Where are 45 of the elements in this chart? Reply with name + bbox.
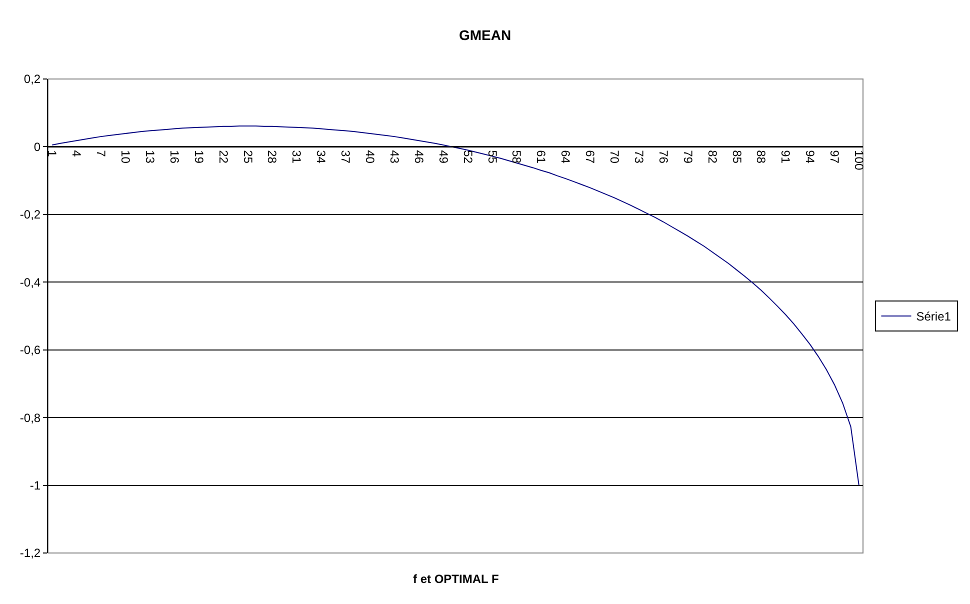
x-tick-label: 61 — [534, 150, 548, 164]
x-tick-label: 4 — [70, 150, 84, 158]
y-tick-label: -1,2 — [20, 546, 41, 560]
x-tick-label: 58 — [510, 150, 524, 164]
y-tick-label: -0,6 — [20, 343, 41, 358]
y-tick-label: -0,4 — [20, 275, 41, 290]
y-tick-label: 0 — [34, 140, 41, 154]
x-tick-label: 31 — [290, 150, 304, 164]
x-tick-label: 82 — [705, 150, 720, 164]
x-tick-label: 13 — [142, 150, 157, 164]
x-tick-label: 52 — [460, 150, 475, 164]
x-tick-label: 88 — [754, 150, 768, 164]
chart-title: GMEAN — [458, 27, 512, 43]
x-tick-label: 37 — [338, 150, 353, 164]
x-tick-label: 10 — [118, 150, 133, 164]
x-tick-label: 55 — [485, 150, 500, 164]
x-tick-label: 67 — [583, 150, 598, 164]
x-tick-label: 16 — [167, 150, 182, 164]
x-tick-label: 1 — [45, 150, 60, 158]
x-tick-label: 25 — [240, 150, 255, 164]
x-tick-label: 100 — [852, 150, 866, 170]
y-tick-label: -0,8 — [20, 410, 41, 425]
y-tick-label: -0,2 — [20, 208, 41, 222]
x-tick-label: 49 — [436, 150, 450, 164]
y-tick-label: 0,2 — [24, 72, 41, 86]
x-tick-label: 22 — [216, 150, 230, 164]
x-tick-label: 85 — [730, 150, 744, 164]
x-tick-label: 7 — [94, 150, 108, 158]
x-tick-label: 97 — [828, 150, 842, 164]
x-axis-title: f et OPTIMAL F — [413, 572, 499, 586]
x-tick-label: 73 — [632, 150, 646, 164]
x-tick-label: 19 — [192, 150, 206, 164]
legend-label: Série1 — [916, 310, 952, 324]
x-tick-label: 46 — [412, 150, 426, 164]
x-tick-label: 28 — [265, 150, 280, 164]
x-tick-label: 79 — [680, 150, 695, 164]
x-tick-label: 34 — [314, 150, 328, 164]
x-tick-label: 40 — [363, 150, 378, 164]
y-tick-label: -1 — [30, 478, 41, 492]
x-tick-label: 91 — [778, 150, 793, 164]
x-tick-label: 70 — [608, 150, 622, 164]
x-tick-label: 64 — [558, 150, 573, 164]
x-tick-label: 94 — [803, 150, 818, 164]
x-tick-label: 43 — [387, 150, 402, 164]
x-tick-label: 76 — [656, 150, 670, 164]
